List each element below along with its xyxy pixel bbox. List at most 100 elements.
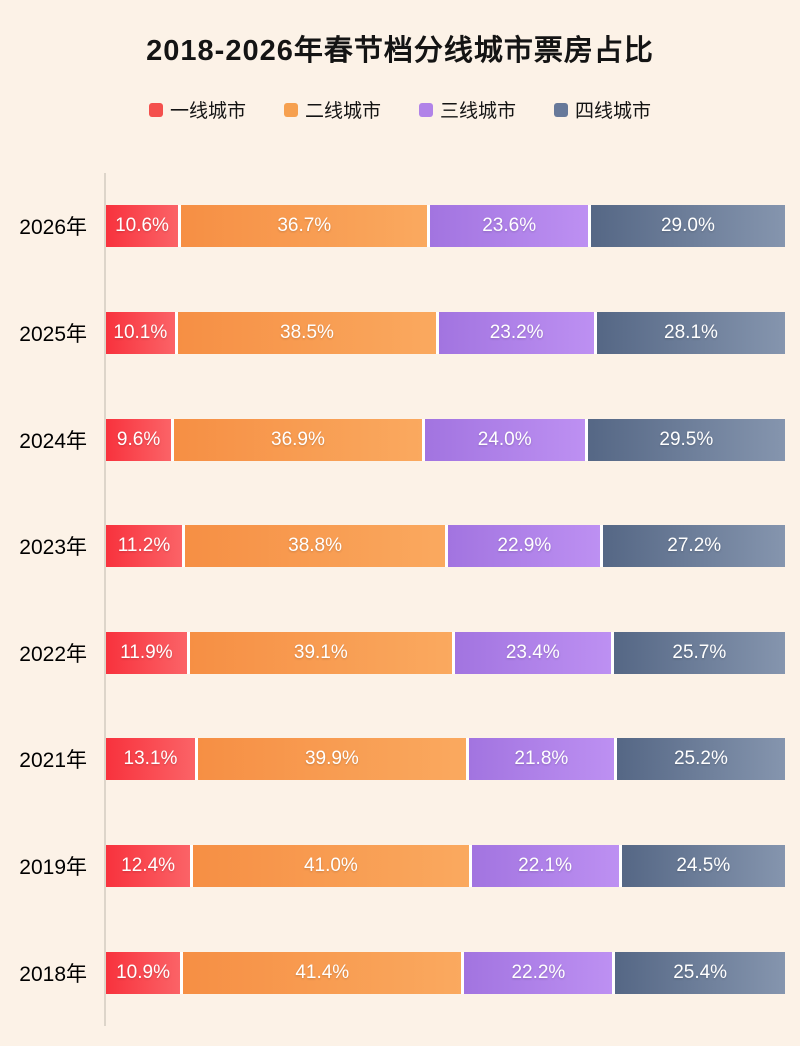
- segment-value-label: 39.9%: [304, 748, 359, 770]
- bar-segment-tier1: 11.9%: [106, 631, 187, 674]
- chart-row: 2018年 10.9% 41.4% 22.2% 25.4%: [0, 919, 800, 1026]
- segment-value-label: 23.6%: [482, 215, 537, 237]
- bar-segment-tier3: 21.8%: [465, 738, 614, 781]
- legend: 一线城市 二线城市 三线城市 四线城市: [0, 96, 800, 123]
- segment-value-label: 29.5%: [659, 428, 714, 450]
- legend-label: 四线城市: [575, 101, 652, 122]
- year-label: 2021年: [19, 749, 87, 773]
- bar-segment-tier2: 41.4%: [180, 951, 462, 994]
- segment-value-label: 28.1%: [664, 321, 718, 343]
- legend-item-tier2[interactable]: 二线城市: [283, 96, 381, 123]
- segment-value-label: 23.2%: [489, 321, 544, 343]
- chart-row: 2019年 12.4% 41.0% 22.1% 24.5%: [0, 813, 800, 920]
- stacked-bar: 10.9% 41.4% 22.2% 25.4%: [106, 951, 785, 994]
- y-axis-line: [104, 173, 106, 1026]
- year-label: 2023年: [19, 536, 87, 560]
- bar-segment-tier2: 39.9%: [194, 738, 466, 781]
- segment-value-label: 25.7%: [672, 641, 727, 663]
- segment-value-label: 13.1%: [123, 748, 178, 770]
- segment-value-label: 36.7%: [277, 215, 332, 237]
- bar-segment-tier3: 23.6%: [427, 205, 588, 248]
- segment-value-label: 21.8%: [514, 748, 569, 770]
- bar-segment-tier4: 25.4%: [612, 951, 785, 994]
- stacked-bar: 11.2% 38.8% 22.9% 27.2%: [106, 525, 785, 568]
- chart-row: 2025年 10.1% 38.5% 23.2% 28.1%: [0, 280, 800, 387]
- bar-segment-tier4: 24.5%: [618, 845, 785, 888]
- legend-item-tier3[interactable]: 三线城市: [419, 96, 516, 123]
- bar-segment-tier3: 22.9%: [445, 525, 601, 568]
- chart-row: 2024年 9.6% 36.9% 24.0% 29.5%: [0, 386, 800, 493]
- legend-item-tier1[interactable]: 一线城市: [148, 96, 246, 123]
- legend-label: 三线城市: [440, 101, 517, 122]
- legend-label: 一线城市: [169, 101, 246, 122]
- legend-item-tier4[interactable]: 四线城市: [554, 96, 651, 123]
- segment-value-label: 25.2%: [673, 748, 728, 770]
- bar-segment-tier2: 36.9%: [171, 418, 422, 461]
- bar-segment-tier4: 29.0%: [587, 205, 785, 248]
- bar-segment-tier4: 28.1%: [593, 311, 785, 354]
- bar-segment-tier1: 10.1%: [106, 311, 175, 354]
- bar-segment-tier4: 29.5%: [584, 418, 785, 461]
- tier4-swatch-icon: [554, 102, 569, 117]
- year-label: 2024年: [19, 429, 87, 453]
- chart-row: 2026年 10.6% 36.7% 23.6% 29.0%: [0, 173, 800, 280]
- segment-value-label: 41.0%: [303, 855, 358, 877]
- segment-value-label: 11.9%: [120, 641, 173, 663]
- segment-value-label: 25.4%: [673, 961, 728, 983]
- tier3-swatch-icon: [419, 102, 433, 117]
- bar-segment-tier1: 9.6%: [106, 418, 172, 461]
- bar-segment-tier2: 41.0%: [190, 845, 469, 888]
- bar-segment-tier1: 10.9%: [106, 951, 181, 994]
- bar-segment-tier1: 13.1%: [106, 738, 195, 781]
- segment-value-label: 38.5%: [280, 321, 334, 343]
- bar-segment-tier3: 24.0%: [421, 418, 585, 461]
- stacked-bar: 10.6% 36.7% 23.6% 29.0%: [106, 205, 785, 248]
- year-label: 2022年: [19, 642, 87, 666]
- tier2-swatch-icon: [283, 102, 298, 117]
- year-label: 2025年: [19, 322, 87, 346]
- segment-value-label: 10.9%: [116, 961, 170, 983]
- segment-value-label: 22.1%: [518, 855, 573, 877]
- segment-value-label: 22.9%: [497, 535, 552, 557]
- segment-value-label: 29.0%: [660, 215, 715, 237]
- segment-value-label: 36.9%: [271, 428, 325, 450]
- bar-segment-tier2: 39.1%: [186, 631, 452, 674]
- stacked-bar: 11.9% 39.1% 23.4% 25.7%: [106, 631, 785, 674]
- bar-segment-tier3: 23.4%: [451, 631, 611, 674]
- chart-row: 2021年 13.1% 39.9% 21.8% 25.2%: [0, 706, 800, 813]
- year-label: 2018年: [19, 962, 87, 986]
- bar-segment-tier1: 10.6%: [106, 205, 179, 248]
- stacked-bar: 12.4% 41.0% 22.1% 24.5%: [106, 845, 785, 888]
- segment-value-label: 11.2%: [117, 535, 171, 557]
- bar-segment-tier3: 23.2%: [436, 311, 594, 354]
- bar-segment-tier2: 38.8%: [181, 525, 446, 568]
- year-label: 2026年: [19, 216, 87, 240]
- segment-value-label: 10.1%: [113, 321, 168, 343]
- chart-row: 2023年 11.2% 38.8% 22.9% 27.2%: [0, 493, 800, 600]
- page-title: 2018-2026年春节档分线城市票房占比: [146, 35, 654, 67]
- segment-value-label: 9.6%: [116, 428, 161, 450]
- segment-value-label: 41.4%: [295, 961, 350, 983]
- bar-segment-tier4: 25.2%: [613, 738, 785, 781]
- bar-segment-tier3: 22.1%: [468, 845, 619, 888]
- tier1-swatch-icon: [148, 102, 163, 117]
- bar-segment-tier3: 22.2%: [461, 951, 613, 994]
- bar-segment-tier1: 11.2%: [106, 525, 182, 568]
- segment-value-label: 22.2%: [511, 961, 566, 983]
- segment-value-label: 27.2%: [667, 535, 722, 557]
- chart-row: 2022年 11.9% 39.1% 23.4% 25.7%: [0, 600, 800, 707]
- bar-segment-tier2: 36.7%: [178, 205, 428, 248]
- stacked-bar: 10.1% 38.5% 23.2% 28.1%: [106, 311, 785, 354]
- bar-segment-tier4: 25.7%: [610, 631, 785, 674]
- chart-area: 2026年 10.6% 36.7% 23.6% 29.0% 2025年 10.1% 38.5%…: [0, 173, 800, 1026]
- segment-value-label: 24.0%: [477, 428, 532, 450]
- segment-value-label: 23.4%: [505, 641, 560, 663]
- bar-segment-tier1: 12.4%: [106, 845, 191, 888]
- segment-value-label: 24.5%: [676, 855, 731, 877]
- bar-segment-tier4: 27.2%: [600, 525, 785, 568]
- segment-value-label: 12.4%: [121, 855, 176, 877]
- year-label: 2019年: [19, 856, 87, 880]
- stacked-bar: 13.1% 39.9% 21.8% 25.2%: [106, 738, 785, 781]
- plot-area: 2026年 10.6% 36.7% 23.6% 29.0% 2025年 10.1% 38.5%…: [0, 173, 800, 1026]
